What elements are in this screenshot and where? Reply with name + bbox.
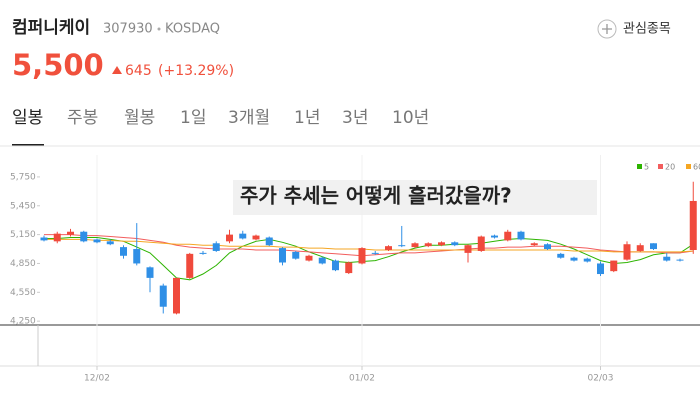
- candle-body: [504, 231, 512, 241]
- x-tick-label: 01/02: [349, 374, 375, 384]
- candle-body: [623, 244, 631, 260]
- tabs: 일봉 주봉 월봉 1일 3개월 1년 3년 10년: [12, 108, 429, 128]
- candle-body: [345, 262, 353, 274]
- legend-swatch: [658, 164, 663, 169]
- ma-line: [44, 237, 694, 281]
- candle-body: [146, 267, 154, 278]
- tab[interactable]: 3년: [342, 108, 368, 128]
- candle-body: [491, 235, 498, 238]
- candle-body: [53, 233, 61, 242]
- candle-body: [239, 233, 247, 239]
- candle-body: [385, 246, 392, 250]
- legend-label: 20: [665, 163, 675, 172]
- annotation: 주가 추세는 어떻게 흘러갔을까?: [240, 184, 512, 208]
- tab[interactable]: 1년: [294, 108, 320, 128]
- tab[interactable]: 월봉: [124, 108, 155, 128]
- candle-body: [530, 243, 538, 246]
- candle-body: [557, 253, 565, 258]
- legend-swatch: [686, 164, 691, 169]
- candle-body: [663, 256, 671, 261]
- tab[interactable]: 10년: [392, 108, 429, 128]
- candle-body: [358, 248, 366, 264]
- legend-swatch: [637, 164, 642, 169]
- candle-body: [332, 260, 339, 271]
- tab[interactable]: 1일: [180, 108, 206, 128]
- market: KOSDAQ: [165, 22, 220, 37]
- candle-body: [610, 260, 618, 272]
- y-tick-label: 5,150: [10, 230, 36, 240]
- candle-body: [318, 257, 326, 264]
- candle-body: [411, 243, 419, 248]
- candle-body: [451, 242, 459, 246]
- candle-body: [40, 237, 48, 241]
- ma-line: [44, 238, 694, 253]
- watch-label: 관심종목: [623, 22, 671, 37]
- ma-line: [44, 234, 694, 257]
- plus-icon: [597, 19, 617, 39]
- candle-body: [597, 263, 604, 275]
- y-tick-label: 4,250: [10, 317, 36, 327]
- annotation-bg: [233, 180, 597, 215]
- candle-body: [120, 247, 127, 256]
- candle-body: [93, 239, 101, 243]
- x-tick-label: 02/03: [588, 374, 614, 384]
- candle-body: [186, 253, 194, 278]
- candle-body: [279, 248, 286, 263]
- candle-body: [583, 258, 591, 262]
- plus-sign: [602, 24, 612, 34]
- candle-body: [199, 252, 207, 254]
- legend-label: 5: [644, 163, 649, 172]
- x-tick-label: 12/02: [84, 374, 110, 384]
- candle-body: [173, 277, 180, 314]
- stock-code: 307930: [103, 22, 153, 37]
- candle-body: [477, 236, 485, 251]
- candle-body: [212, 243, 220, 251]
- candle-body: [133, 249, 141, 264]
- candle-body: [252, 235, 260, 240]
- candle-body: [305, 255, 313, 261]
- change-percent: (+13.29%): [158, 63, 234, 79]
- candle-body: [371, 252, 379, 254]
- candle-body: [67, 231, 74, 235]
- y-tick-label: 4,850: [10, 259, 36, 269]
- tab[interactable]: 일봉: [12, 108, 43, 128]
- tab[interactable]: 주봉: [67, 108, 98, 128]
- candle-body: [464, 245, 472, 253]
- stock-name: 컴퍼니케이: [12, 17, 90, 38]
- legend-label: 60: [693, 163, 700, 172]
- watch-button[interactable]: 관심종목: [597, 19, 671, 39]
- y-tick-label: 5,450: [10, 201, 36, 211]
- candle-body: [159, 285, 167, 307]
- candle-body: [570, 257, 578, 261]
- candle-body: [438, 242, 445, 246]
- candle-body: [424, 243, 432, 247]
- separator-dot: [157, 27, 161, 31]
- candle-body: [292, 251, 300, 259]
- candle-body: [265, 237, 273, 246]
- y-tick-label: 4,550: [10, 288, 36, 298]
- tab[interactable]: 3개월: [228, 108, 270, 128]
- chart: 4,250 4,550 4,850 5,150 5,450 5,750 12/02 01/02…: [0, 155, 700, 384]
- y-tick-label: 5,750: [10, 172, 36, 182]
- change: 645: [125, 63, 152, 79]
- candle-body: [689, 200, 697, 250]
- candle-body: [636, 245, 644, 251]
- candle-body: [517, 231, 525, 240]
- candle-body: [676, 259, 684, 261]
- price: 5,500: [12, 48, 104, 82]
- candle-body: [106, 241, 114, 245]
- candle-body: [398, 245, 406, 247]
- up-arrow: [112, 66, 122, 74]
- candle-body: [226, 234, 233, 242]
- candle-body: [650, 243, 657, 250]
- candle-body: [80, 231, 88, 242]
- candle-body: [544, 244, 551, 250]
